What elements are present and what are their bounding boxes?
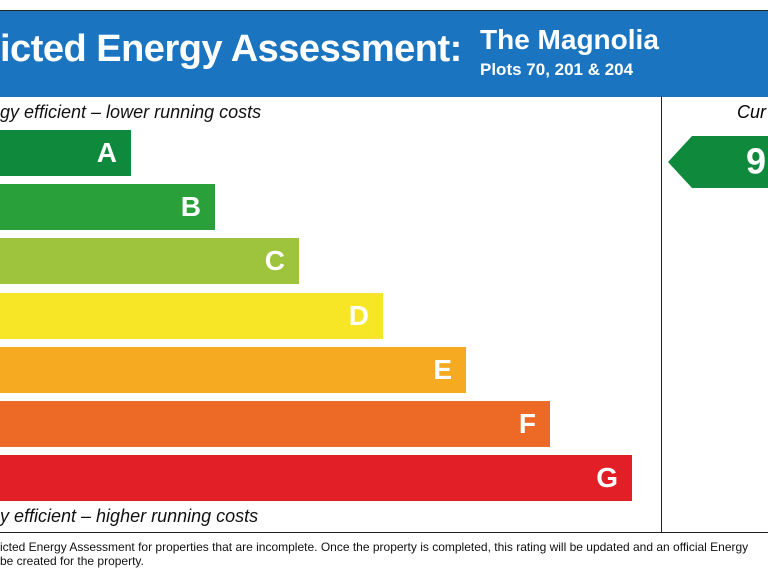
footer-line: icted Energy Assessment for properties t… — [0, 540, 749, 554]
bottom-label: y efficient – higher running costs — [0, 506, 259, 526]
footer: icted Energy Assessment for properties t… — [0, 540, 748, 568]
divider — [661, 96, 662, 532]
footer-line: be created for the property. — [0, 554, 144, 568]
arrow-shape — [668, 136, 768, 188]
property-name: The Magnolia — [480, 24, 659, 55]
current-value: 9 — [746, 141, 766, 182]
current-label: Cur — [737, 102, 767, 122]
header-title: icted Energy Assessment: — [0, 28, 462, 70]
rating-bar: F — [0, 401, 550, 447]
rating-bar: D — [0, 292, 383, 339]
rating-bar: G — [0, 455, 632, 502]
rating-bar: A — [0, 130, 131, 176]
current-arrow: 9 — [668, 136, 768, 188]
rating-bar: C — [0, 238, 299, 285]
frame — [0, 96, 768, 533]
plots: Plots 70, 201 & 204 — [480, 60, 634, 79]
header — [0, 10, 768, 97]
top-label: gy efficient – lower running costs — [0, 102, 262, 122]
rating-bar: B — [0, 184, 215, 231]
rating-bar: E — [0, 346, 466, 393]
